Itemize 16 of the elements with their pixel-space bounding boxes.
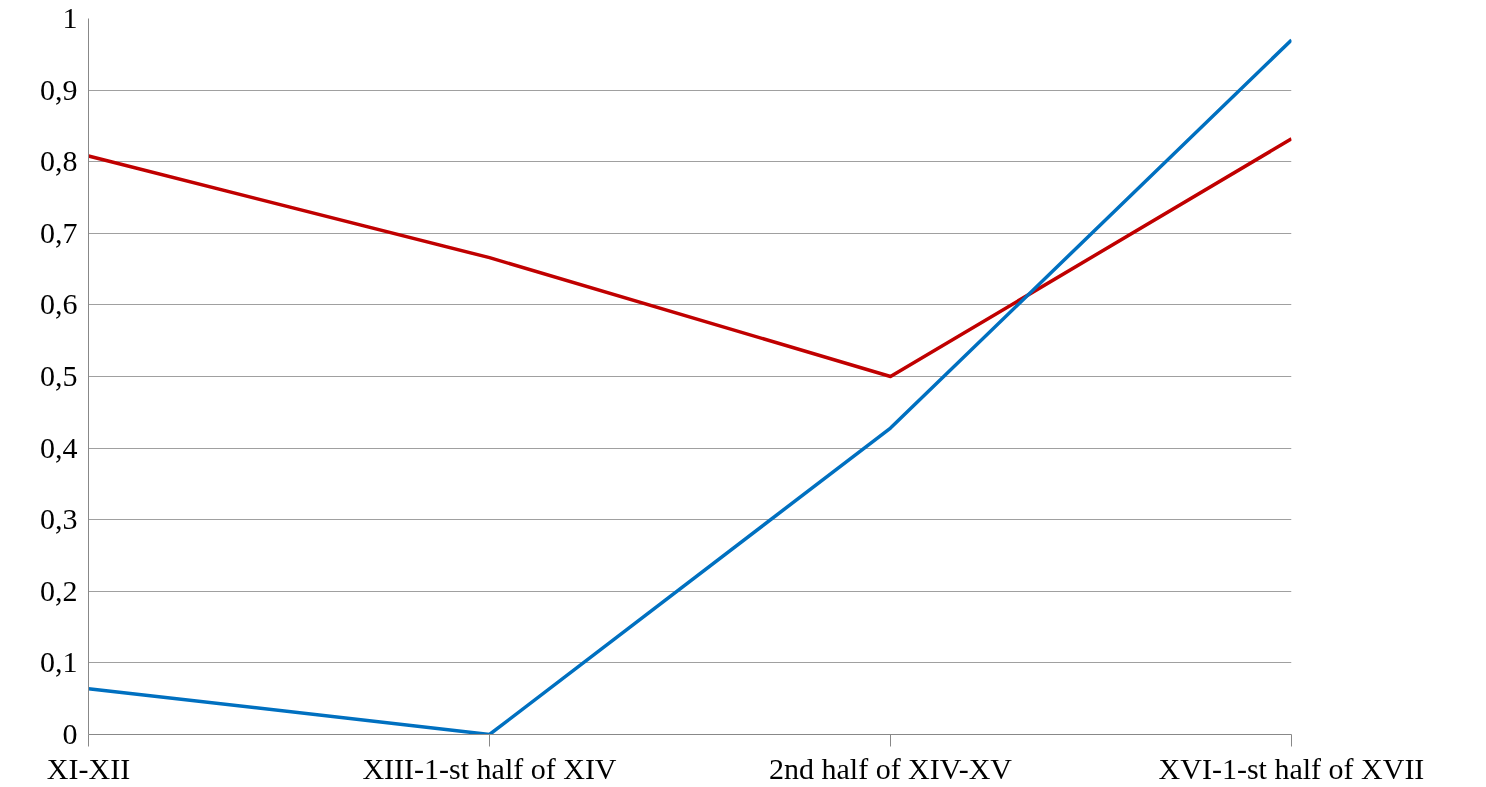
y-tick-label: 0,5 — [40, 359, 78, 392]
y-tick-label: 0,9 — [40, 72, 78, 106]
y-tick-label: 1 — [62, 1, 78, 34]
y-tick-label: 0,4 — [40, 430, 78, 464]
x-tick-label: XVI-1-st half of XVII — [1158, 751, 1425, 785]
y-tick-label: 0,3 — [40, 502, 78, 536]
y-tick-label: 0,2 — [40, 573, 78, 607]
x-tick-label: XI-XII — [46, 751, 131, 785]
x-tick-label: XIII-1-st half of XIV — [362, 751, 617, 785]
y-tick-label: 0,8 — [40, 144, 78, 178]
y-tick-label: 0 — [62, 717, 78, 750]
x-tick-label: 2nd half of XIV-XV — [768, 751, 1013, 785]
line-series — [88, 137, 1292, 379]
y-tick-label: 0,7 — [40, 215, 78, 249]
y-tick-label: 0,6 — [40, 287, 78, 321]
y-tick-label: 0,1 — [40, 645, 78, 679]
